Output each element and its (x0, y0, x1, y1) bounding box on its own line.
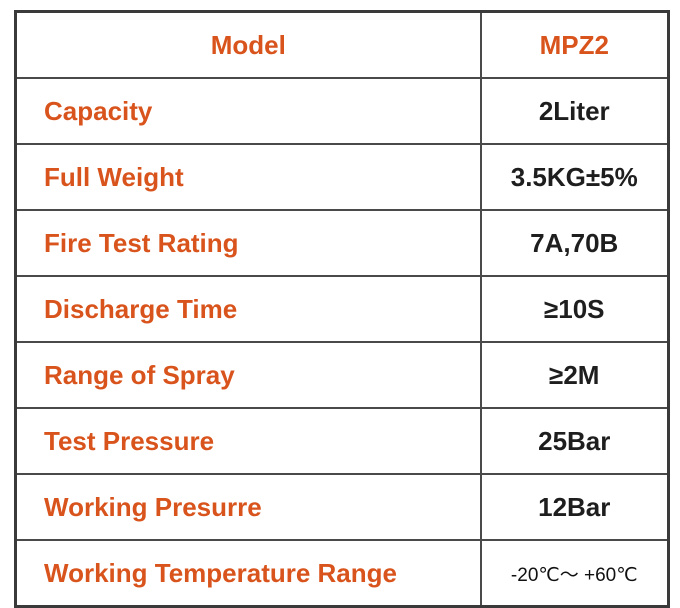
row-value: 7A,70B (479, 209, 670, 277)
row-value: 12Bar (479, 473, 670, 541)
row-value: ≥2M (479, 341, 670, 409)
table-row: Full Weight 3.5KG±5% (14, 143, 670, 211)
row-value: 3.5KG±5% (479, 143, 670, 211)
table-row: Working Presurre 12Bar (14, 473, 670, 541)
spec-table: Model MPZ2 Capacity 2Liter Full Weight 3… (14, 10, 670, 608)
header-model-value: MPZ2 (479, 10, 670, 79)
row-label: Discharge Time (14, 275, 482, 343)
table-row: Capacity 2Liter (14, 77, 670, 145)
row-label: Working Temperature Range (14, 539, 482, 608)
row-value: -20℃～ +60℃ (479, 539, 670, 608)
row-value: 2Liter (479, 77, 670, 145)
row-label: Fire Test Rating (14, 209, 482, 277)
header-model-label: Model (14, 10, 482, 79)
row-value: ≥10S (479, 275, 670, 343)
row-label: Full Weight (14, 143, 482, 211)
row-value: 25Bar (479, 407, 670, 475)
table-row: Discharge Time ≥10S (14, 275, 670, 343)
row-label: Working Presurre (14, 473, 482, 541)
table-row: Test Pressure 25Bar (14, 407, 670, 475)
table-row: Working Temperature Range -20℃～ +60℃ (14, 539, 670, 608)
row-label: Capacity (14, 77, 482, 145)
table-row: Range of Spray ≥2M (14, 341, 670, 409)
table-row: Fire Test Rating 7A,70B (14, 209, 670, 277)
table-header-row: Model MPZ2 (14, 10, 670, 79)
row-label: Test Pressure (14, 407, 482, 475)
row-label: Range of Spray (14, 341, 482, 409)
